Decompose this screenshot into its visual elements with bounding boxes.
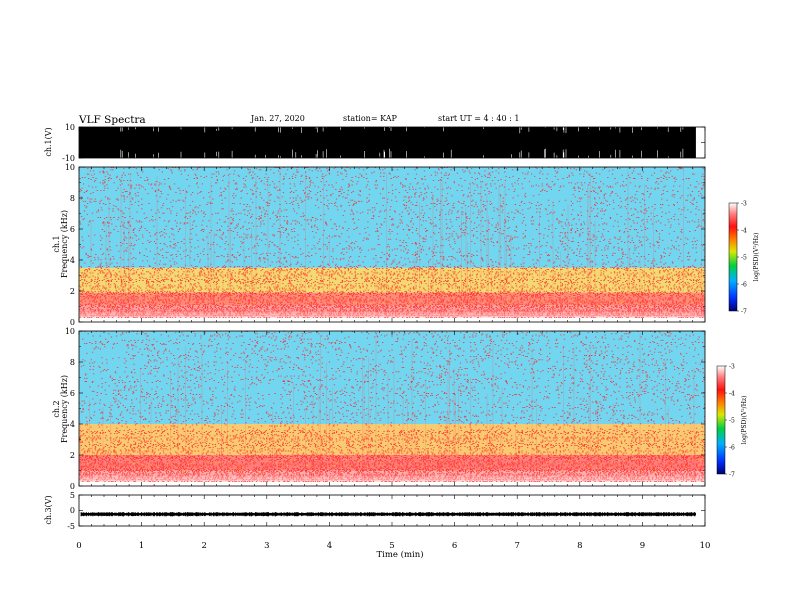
- frequency-tick-label: 8: [70, 358, 75, 367]
- waveform-ch1-ticks: [78, 126, 706, 159]
- date-label: Jan. 27, 2020: [251, 114, 305, 123]
- spectrogram-hot-spots: [79, 292, 701, 309]
- spectrogram-ch2-ylabel: ch.2: [52, 400, 61, 417]
- colorbar-tick-label: -7: [741, 309, 747, 316]
- waveform-ch3-ylabel: ch.3(V): [44, 495, 53, 524]
- colorbar-ch2-ticks: -3 -4 -5 -6 -7: [725, 364, 735, 479]
- waveform-ch3-ytick-bottom: -5: [67, 522, 75, 531]
- frequency-tick-label: 0: [70, 482, 75, 491]
- colorbar-tick-label: -6: [741, 282, 747, 289]
- time-axis-label: Time (min): [376, 549, 423, 560]
- waveform-ch3-ticks: [78, 494, 706, 527]
- colorbar-ch1-ticks: -3 -4 -5 -6 -7: [737, 201, 747, 316]
- waveform-ch3-frame: [78, 494, 706, 527]
- time-tick-label: 9: [640, 541, 645, 551]
- frequency-tick-label: 4: [70, 420, 75, 429]
- station-label: station= KAP: [343, 114, 397, 123]
- frequency-tick-label: 2: [70, 287, 75, 296]
- spectrogram-ch2-image: [79, 331, 705, 486]
- spectrogram-ch2-ylabel-frequency: Frequency (kHz): [60, 375, 69, 443]
- spectrogram-band: [79, 470, 705, 482]
- colorbar-tick-label: -3: [741, 201, 747, 208]
- frequency-tick-label: 10: [65, 327, 75, 336]
- colorbar-tick-label: -5: [729, 418, 735, 425]
- time-tick-label: 0: [76, 541, 81, 551]
- start-ut-label: start UT = 4 : 40 : 1: [438, 114, 520, 123]
- waveform-ch1-line: [79, 127, 696, 158]
- colorbar-tick-label: -4: [729, 391, 735, 398]
- panel-waveform-ch3: 5 0 -5 ch.3(V) 0 1 2 3 4 5 6 7 8 9 10 Time (min): [44, 491, 710, 560]
- waveform-ch3-ytick-top: 5: [70, 491, 75, 500]
- waveform-ch1-ylabel: ch.1(V): [44, 127, 53, 156]
- time-axis-tick-labels: 0 1 2 3 4 5 6 7 8 9 10: [76, 541, 710, 551]
- frequency-tick-label: 4: [70, 256, 75, 265]
- spectrogram-speckle: [79, 331, 705, 482]
- spectrogram-sferics: [80, 332, 696, 482]
- time-tick-label: 4: [327, 541, 332, 551]
- spectrogram-ch1-ylabel: ch.1: [52, 235, 61, 252]
- colorbar-ch1: [728, 202, 738, 312]
- frequency-tick-label: 2: [70, 451, 75, 460]
- time-tick-label: 1: [139, 541, 144, 551]
- colorbar-tick-label: -4: [741, 228, 747, 235]
- spectrogram-hot-spots: [83, 456, 705, 473]
- waveform-ch1-ytick-top: 10: [65, 123, 75, 132]
- spectrogram-ch1-ylabel-frequency: Frequency (kHz): [60, 210, 69, 278]
- colorbar-ch2: [716, 365, 726, 475]
- spectrogram-ch2-ticks: 0 2 4 6 8 10: [65, 327, 706, 491]
- waveform-ch1-ytick-bottom: -10: [62, 154, 75, 163]
- colorbar-tick-label: -6: [729, 445, 735, 452]
- waveform-ch1-trace: [79, 127, 696, 158]
- frequency-tick-label: 8: [70, 194, 75, 203]
- panel-waveform-ch1: 10 -10 ch.1(V): [44, 123, 706, 163]
- time-tick-label: 7: [514, 541, 519, 551]
- frequency-tick-label: 6: [70, 225, 75, 234]
- spectrogram-ch1-image: [79, 167, 705, 322]
- time-tick-label: 6: [452, 541, 457, 551]
- frequency-tick-label: 10: [65, 163, 75, 172]
- figure-title: VLF Spectra: [79, 114, 146, 126]
- time-tick-label: 8: [577, 541, 582, 551]
- waveform-ch3-ytick-mid: 0: [70, 506, 75, 515]
- waveform-ch3-trace: [80, 512, 696, 517]
- frequency-tick-label: 0: [70, 318, 75, 327]
- spectrogram-speckle: [79, 167, 705, 318]
- time-tick-label: 2: [201, 541, 206, 551]
- spectrogram-sferics: [79, 167, 702, 318]
- spectrogram-ch1-ticks: 0 2 4 6 8 10: [65, 163, 706, 327]
- colorbar-ch1-label: log(PSD)(V²/Hz): [753, 233, 760, 282]
- frequency-tick-label: 6: [70, 389, 75, 398]
- waveform-ch3-line: [80, 512, 696, 517]
- colorbar-tick-label: -3: [729, 364, 735, 371]
- colorbar-tick-label: -5: [741, 255, 747, 262]
- spectrogram-band: [79, 424, 705, 455]
- colorbar-tick-label: -7: [729, 472, 735, 479]
- colorbar-ch2-label: log(PSD)(V²/Hz): [741, 396, 748, 445]
- time-tick-label: 10: [700, 541, 711, 551]
- time-tick-label: 3: [264, 541, 269, 551]
- time-tick-label: 5: [389, 541, 394, 551]
